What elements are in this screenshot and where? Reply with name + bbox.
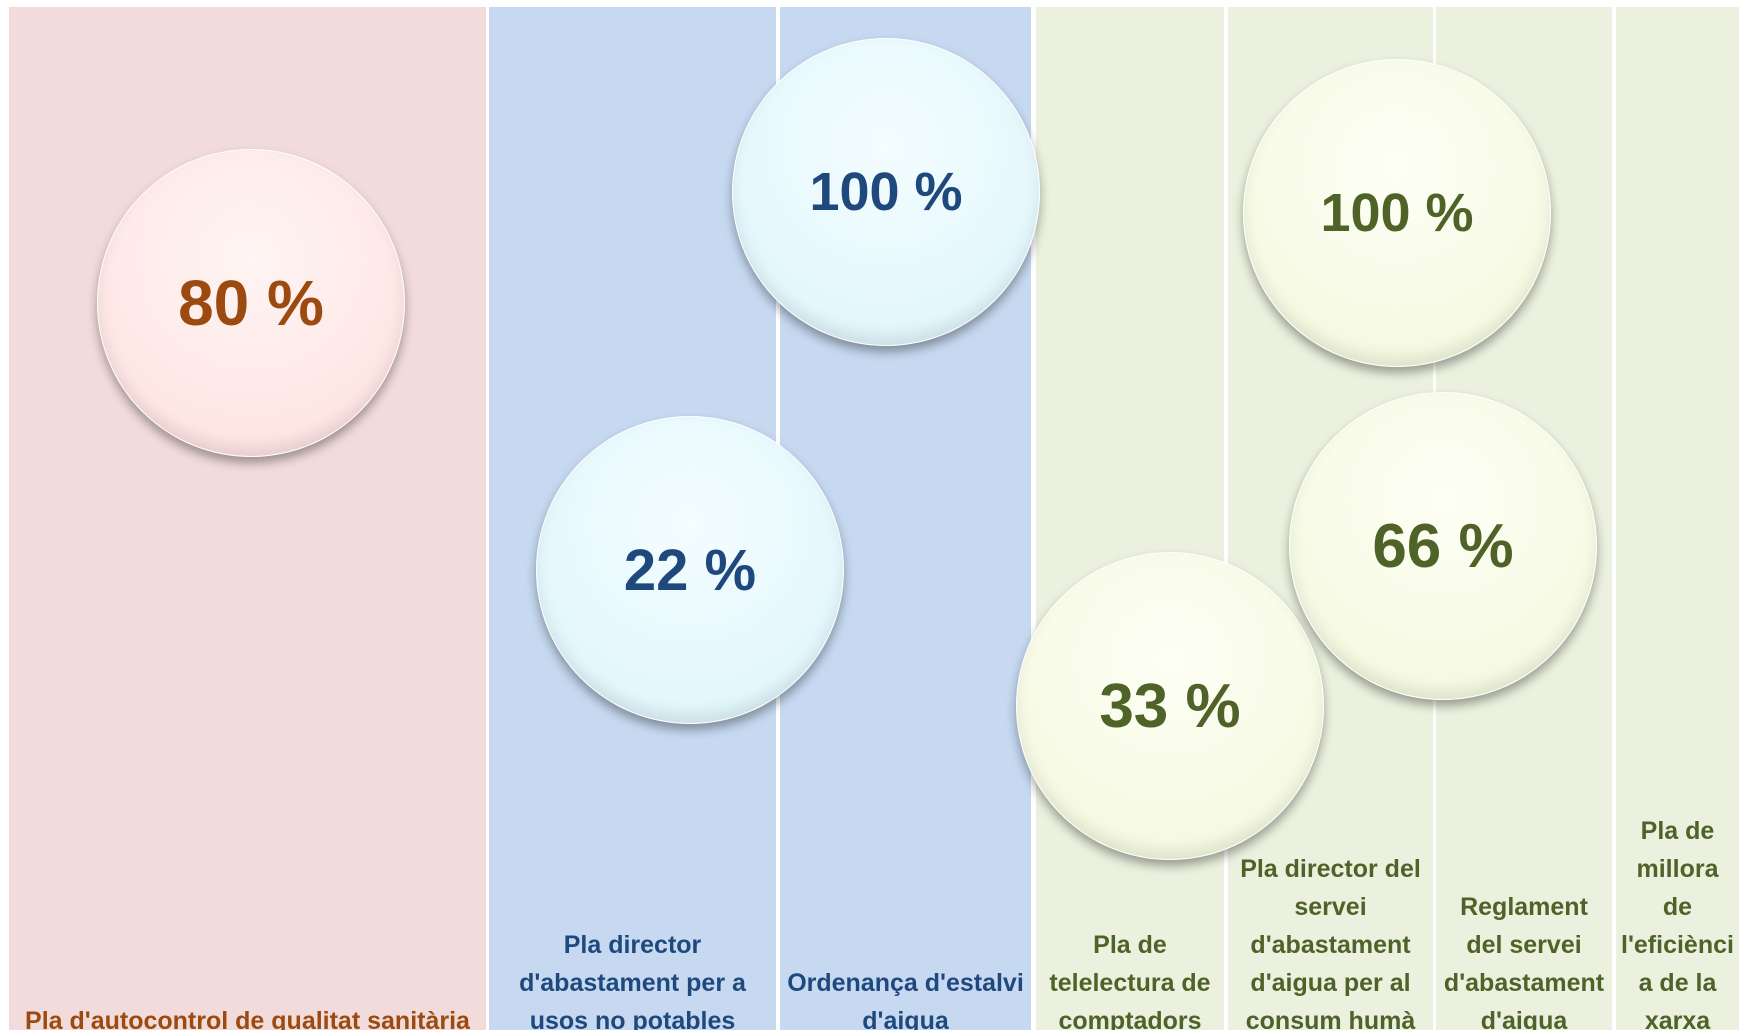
column-label: Pla director del servei d'abastament d'a… (1240, 855, 1421, 1030)
column-label: Pla director d'abastament per a usos no … (519, 931, 746, 1030)
percent-bubble: 22 % (536, 416, 844, 724)
percent-bubble: 33 % (1016, 552, 1324, 860)
column-label: Ordenança d'estalvi d'aigua (787, 969, 1024, 1030)
column: Pla de telelectura de comptadors (1036, 7, 1224, 1030)
column: Pla de millora de l'eficiència de la xar… (1616, 7, 1739, 1030)
percent-bubble: 66 % (1289, 392, 1597, 700)
column-label: Reglament del servei d'abastament d'aigu… (1443, 893, 1605, 1030)
percent-bubble: 100 % (732, 38, 1040, 346)
column-label: Pla d'autocontrol de qualitat sanitària (25, 1007, 470, 1030)
percent-bubble: 80 % (97, 149, 405, 457)
percent-bubble: 100 % (1243, 59, 1551, 367)
column-label: Pla de telelectura de comptadors (1049, 931, 1211, 1030)
column-label: Pla de millora de l'eficiència de la xar… (1621, 817, 1734, 1030)
